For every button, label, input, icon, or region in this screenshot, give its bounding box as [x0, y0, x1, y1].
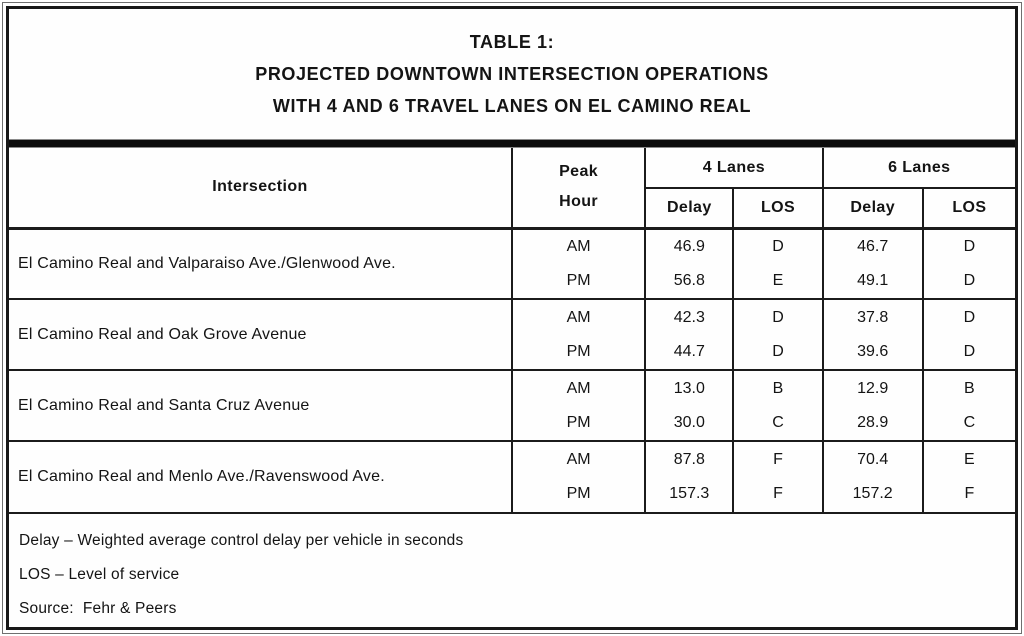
los-6lanes-pm: F: [964, 485, 975, 502]
header-4-lanes: 4 Lanes: [644, 147, 824, 189]
header-row-top: Intersection Peak Hour 4 Lanes 6 Lanes: [8, 147, 1017, 230]
header-peak-hour-line1: Peak: [559, 163, 599, 181]
los-4lanes-pm: D: [772, 342, 784, 360]
los-6lanes-pm: D: [963, 271, 976, 289]
peak-hour-pm: PM: [566, 413, 591, 431]
table-title-line1: TABLE 1:: [469, 32, 555, 52]
delay-4lanes-am: 42.3: [673, 308, 705, 326]
title-separator-band: [9, 139, 1015, 148]
delay-6lanes-pm: 39.6: [857, 342, 889, 360]
header-peak-hour: Peak Hour: [510, 147, 647, 230]
header-los-6lanes: LOS: [921, 187, 1017, 230]
los-4lanes-cell: D D: [732, 298, 824, 371]
intersection-name: El Camino Real and Valparaiso Ave./Glenw…: [8, 227, 513, 300]
intersection-name: El Camino Real and Menlo Ave./Ravenswood…: [8, 440, 513, 513]
header-row-sub: Delay LOS Delay LOS: [9, 187, 1017, 230]
los-6lanes-cell: E F: [921, 440, 1017, 513]
delay-6lanes-cell: 37.8 39.6: [821, 298, 924, 371]
delay-4lanes-cell: 13.0 30.0: [644, 369, 735, 442]
los-6lanes-am: D: [963, 237, 976, 255]
delay-4lanes-cell: 46.9 56.8: [644, 227, 735, 300]
delay-4lanes-pm: 44.7: [673, 342, 705, 360]
header-delay-6lanes: Delay: [821, 187, 924, 230]
peak-hour-cell: AM PM: [510, 298, 647, 371]
header-intersection: Intersection: [8, 147, 513, 230]
los-4lanes-am: D: [772, 237, 784, 255]
delay-4lanes-pm: 157.3: [669, 485, 710, 502]
delay-6lanes-pm: 49.1: [857, 271, 889, 289]
header-6-lanes: 6 Lanes: [821, 147, 1017, 189]
delay-6lanes-am: 70.4: [857, 451, 889, 468]
delay-6lanes-cell: 70.4 157.2: [821, 440, 924, 513]
delay-6lanes-am: 12.9: [857, 379, 889, 397]
los-4lanes-am: F: [773, 451, 783, 468]
note-los-definition: LOS – Level of service: [19, 566, 180, 583]
delay-4lanes-am: 87.8: [673, 451, 705, 468]
los-6lanes-pm: D: [963, 342, 976, 360]
los-6lanes-cell: D D: [921, 227, 1017, 300]
table-row-menlo-ravenswood: El Camino Real and Menlo Ave./Ravenswood…: [8, 440, 1017, 513]
los-4lanes-am: B: [772, 379, 784, 397]
header-peak-hour-line2: Hour: [559, 193, 599, 211]
delay-6lanes-am: 37.8: [857, 308, 889, 326]
los-6lanes-am: B: [964, 379, 975, 397]
los-4lanes-cell: B C: [732, 369, 824, 442]
intersection-name: El Camino Real and Santa Cruz Avenue: [8, 369, 513, 442]
delay-6lanes-pm: 28.9: [857, 413, 889, 431]
table-title: TABLE 1: PROJECTED DOWNTOWN INTERSECTION…: [9, 9, 1015, 139]
los-4lanes-cell: D E: [732, 227, 824, 300]
peak-hour-am: AM: [566, 379, 591, 397]
delay-4lanes-cell: 42.3 44.7: [644, 298, 735, 371]
peak-hour-cell: AM PM: [510, 227, 647, 300]
los-4lanes-pm: C: [772, 413, 784, 431]
table-title-line2: PROJECTED DOWNTOWN INTERSECTION OPERATIO…: [255, 64, 769, 84]
table-notes: Delay – Weighted average control delay p…: [9, 512, 1015, 627]
note-delay-definition: Delay – Weighted average control delay p…: [19, 532, 464, 549]
delay-6lanes-cell: 12.9 28.9: [821, 369, 924, 442]
los-6lanes-pm: C: [963, 413, 976, 431]
peak-hour-pm: PM: [566, 485, 591, 502]
delay-4lanes-am: 46.9: [673, 237, 705, 255]
los-6lanes-cell: B C: [921, 369, 1017, 442]
header-los-4lanes: LOS: [732, 187, 824, 230]
los-6lanes-am: D: [963, 308, 976, 326]
delay-4lanes-cell: 87.8 157.3: [644, 440, 735, 513]
los-4lanes-am: D: [772, 308, 784, 326]
note-source: Source: Fehr & Peers: [19, 600, 177, 617]
delay-4lanes-pm: 30.0: [673, 413, 705, 431]
los-6lanes-cell: D D: [921, 298, 1017, 371]
document-inner-frame: TABLE 1: PROJECTED DOWNTOWN INTERSECTION…: [6, 6, 1018, 630]
peak-hour-cell: AM PM: [510, 440, 647, 513]
los-4lanes-pm: E: [772, 271, 784, 289]
intersection-name: El Camino Real and Oak Grove Avenue: [8, 298, 513, 371]
table-title-line3: WITH 4 AND 6 TRAVEL LANES ON EL CAMINO R…: [272, 96, 752, 116]
table-row-oak-grove: El Camino Real and Oak Grove Avenue AM P…: [8, 298, 1017, 371]
intersection-operations-table: Intersection Peak Hour 4 Lanes 6 Lanes D…: [8, 147, 1017, 513]
delay-6lanes-cell: 46.7 49.1: [821, 227, 924, 300]
peak-hour-pm: PM: [566, 342, 591, 360]
table-row-valparaiso-glenwood: El Camino Real and Valparaiso Ave./Glenw…: [8, 227, 1017, 300]
peak-hour-cell: AM PM: [510, 369, 647, 442]
delay-6lanes-am: 46.7: [857, 237, 889, 255]
peak-hour-am: AM: [566, 451, 591, 468]
header-delay-4lanes: Delay: [644, 187, 735, 230]
peak-hour-pm: PM: [566, 271, 591, 289]
delay-4lanes-am: 13.0: [673, 379, 705, 397]
delay-6lanes-pm: 157.2: [852, 485, 893, 502]
table-row-santa-cruz: El Camino Real and Santa Cruz Avenue AM …: [8, 369, 1017, 442]
los-6lanes-am: E: [964, 451, 975, 468]
peak-hour-am: AM: [566, 237, 591, 255]
los-4lanes-cell: F F: [732, 440, 824, 513]
peak-hour-am: AM: [566, 308, 591, 326]
delay-4lanes-pm: 56.8: [673, 271, 705, 289]
los-4lanes-pm: F: [773, 485, 783, 502]
